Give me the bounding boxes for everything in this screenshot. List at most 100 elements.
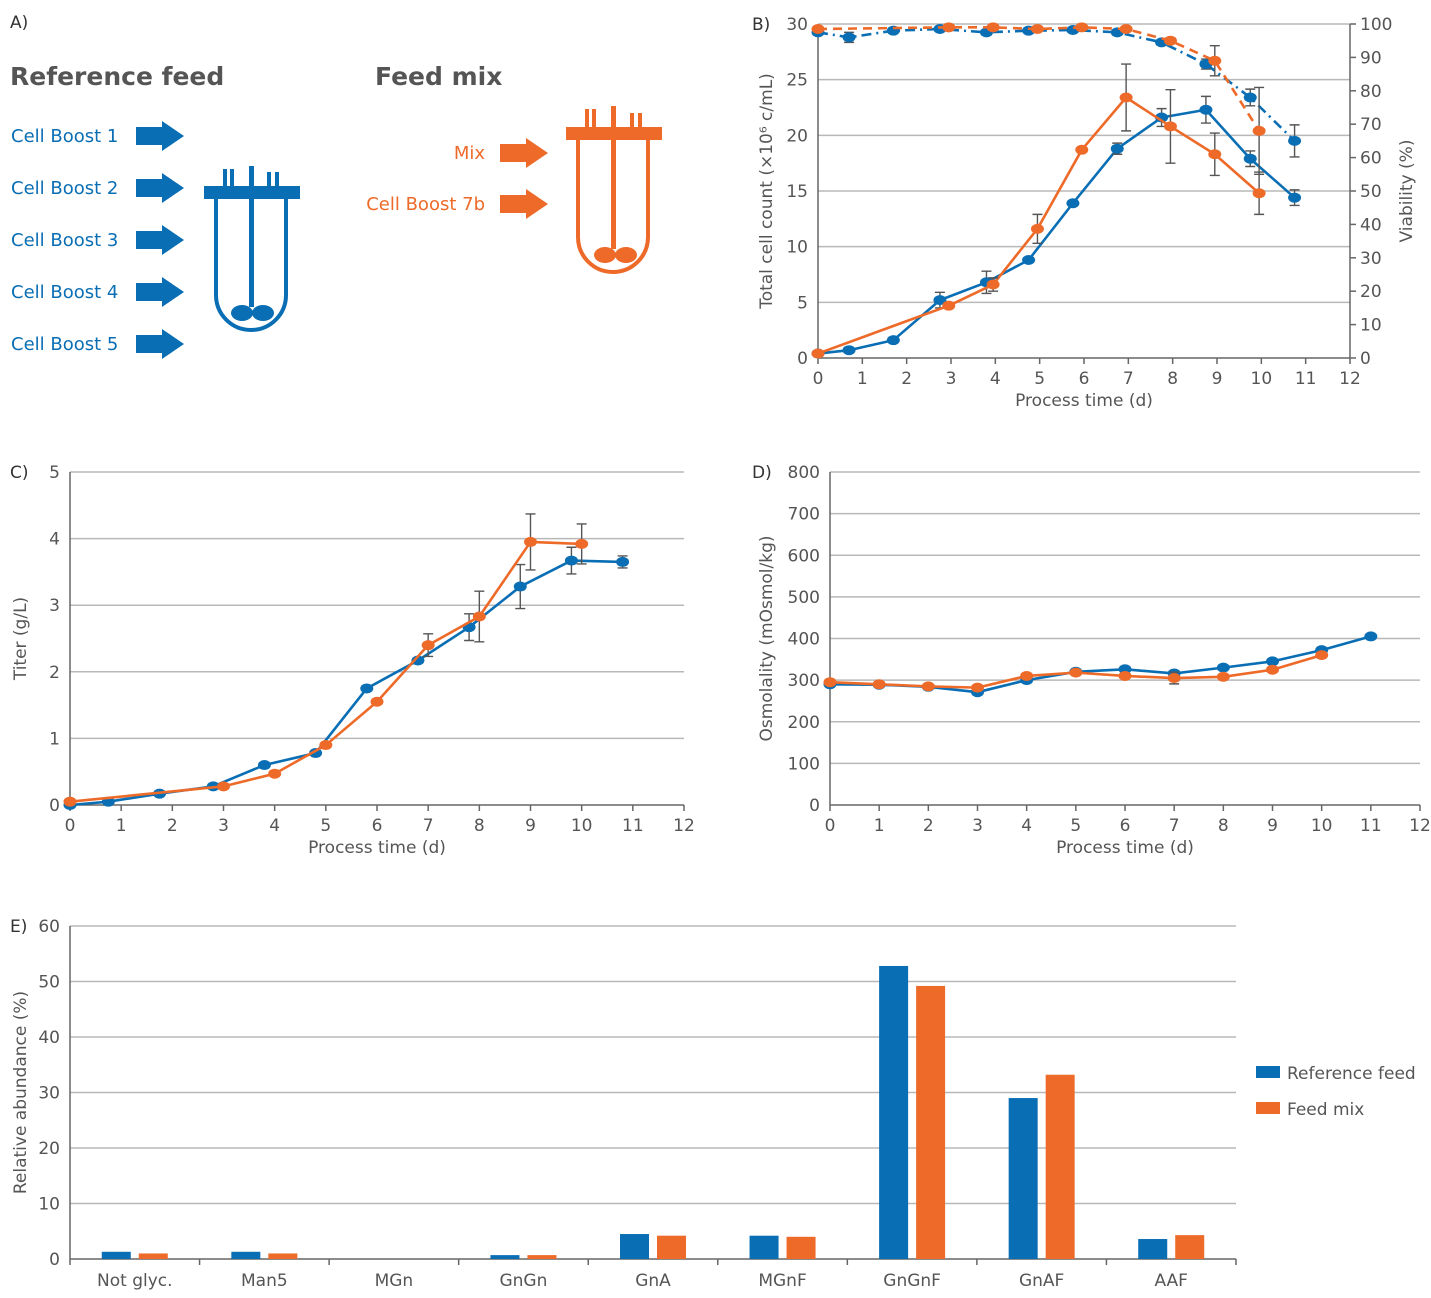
- series-line: [69, 559, 623, 807]
- series-reference-right: [811, 24, 1302, 158]
- arrow-right-icon: [136, 173, 184, 203]
- y-tick-label: 5: [797, 293, 808, 313]
- x-tick-label: 4: [1021, 816, 1032, 836]
- x-tick-label: 6: [1079, 369, 1090, 389]
- data-point: [421, 640, 435, 651]
- x-tick-label: 9: [1267, 816, 1278, 836]
- data-point: [1315, 650, 1329, 661]
- data-point: [811, 24, 825, 35]
- data-point: [986, 22, 1000, 33]
- data-point: [823, 677, 837, 688]
- data-point: [1163, 121, 1177, 132]
- x-tick-label: 6: [1120, 816, 1131, 836]
- series-reference: [63, 546, 630, 810]
- x-tick-label: 4: [269, 816, 280, 836]
- data-point: [1288, 135, 1302, 146]
- data-point: [1208, 55, 1222, 66]
- data-point: [1167, 673, 1181, 684]
- x-tick-label: 8: [1167, 369, 1178, 389]
- data-point: [1022, 255, 1036, 266]
- data-point: [1243, 92, 1257, 103]
- x-tick-label: 7: [423, 816, 434, 836]
- y-tick-label: 4: [49, 530, 60, 550]
- arrow-right-icon: [136, 225, 184, 255]
- bar-feed_mix: [786, 1236, 816, 1259]
- y-tick-label: 400: [788, 630, 820, 650]
- y-tick-label: 15: [786, 182, 808, 202]
- data-point: [411, 655, 425, 666]
- bar-reference: [749, 1235, 779, 1259]
- y-right-axis-title: Viability (%): [1397, 140, 1417, 243]
- data-point: [1066, 198, 1080, 209]
- data-point: [872, 679, 886, 690]
- y-tick-label: 0: [49, 796, 60, 816]
- legend-label: Feed mix: [1287, 1100, 1364, 1120]
- reference-feed-item: Cell Boost 3: [11, 230, 118, 251]
- panel-label: B): [752, 15, 770, 35]
- y-tick-label: 25: [786, 71, 808, 91]
- bar-feed_mix: [1175, 1235, 1205, 1259]
- x-tick-label: 7: [1169, 816, 1180, 836]
- x-tick-label: 12: [673, 816, 695, 836]
- x-tick-label: 10: [571, 816, 593, 836]
- reference-feed-item: Cell Boost 4: [11, 282, 118, 303]
- y-tick-label: 5: [49, 463, 60, 483]
- data-point: [1208, 149, 1222, 160]
- data-point: [268, 768, 282, 779]
- x-tick-label: 0: [813, 369, 824, 389]
- panel-b-cell-count-chart: B)0510152025300102030405060708090100Viab…: [752, 15, 1417, 411]
- y-tick-label: 50: [38, 973, 60, 993]
- panel-label: C): [10, 463, 29, 483]
- data-point: [472, 611, 486, 622]
- y-tick-label: 0: [49, 1250, 60, 1270]
- data-point: [1119, 24, 1133, 35]
- bar-reference: [101, 1251, 131, 1259]
- x-tick-label: 3: [946, 369, 957, 389]
- x-tick-label: 2: [167, 816, 178, 836]
- x-tick-label: 10: [1251, 369, 1273, 389]
- data-point: [933, 295, 947, 306]
- data-point: [257, 760, 271, 771]
- data-point: [319, 740, 333, 751]
- data-point: [986, 279, 1000, 290]
- data-point: [1030, 24, 1044, 35]
- y-tick-label: 800: [788, 463, 820, 483]
- data-point: [63, 796, 77, 807]
- bar-feed_mix: [916, 985, 946, 1259]
- data-point: [309, 748, 323, 759]
- y-axis-title: Total cell count (×10⁶ c/mL): [757, 73, 777, 310]
- bar-reference: [1138, 1239, 1168, 1259]
- data-point: [942, 22, 956, 33]
- y-tick-label: 20: [786, 126, 808, 146]
- y-right-tick-label: 70: [1360, 115, 1382, 135]
- data-point: [1119, 92, 1133, 103]
- category-label: Not glyc.: [97, 1271, 173, 1291]
- x-tick-label: 5: [1070, 816, 1081, 836]
- y-tick-label: 300: [788, 671, 820, 691]
- x-tick-label: 4: [990, 369, 1001, 389]
- y-axis-title: Relative abundance (%): [11, 991, 31, 1194]
- legend-label: Reference feed: [1287, 1064, 1416, 1084]
- data-point: [575, 538, 589, 549]
- y-tick-label: 20: [38, 1139, 60, 1159]
- bar-feed_mix: [657, 1235, 686, 1259]
- data-point: [1216, 671, 1230, 682]
- y-tick-label: 40: [38, 1028, 60, 1048]
- x-tick-label: 6: [372, 816, 383, 836]
- legend: Reference feed Feed mix: [1256, 1064, 1416, 1120]
- data-point: [370, 696, 384, 707]
- x-tick-label: 11: [1295, 369, 1317, 389]
- y-tick-label: 10: [38, 1195, 60, 1215]
- x-tick-label: 2: [901, 369, 912, 389]
- x-tick-label: 1: [116, 816, 127, 836]
- x-axis-title: Process time (d): [308, 838, 446, 858]
- data-point: [1163, 35, 1177, 46]
- y-tick-label: 30: [38, 1084, 60, 1104]
- data-point: [1288, 192, 1302, 203]
- data-point: [1266, 656, 1279, 667]
- data-point: [1075, 144, 1089, 155]
- series-line: [817, 27, 1296, 142]
- y-right-tick-label: 0: [1360, 349, 1371, 369]
- x-tick-label: 5: [1034, 369, 1045, 389]
